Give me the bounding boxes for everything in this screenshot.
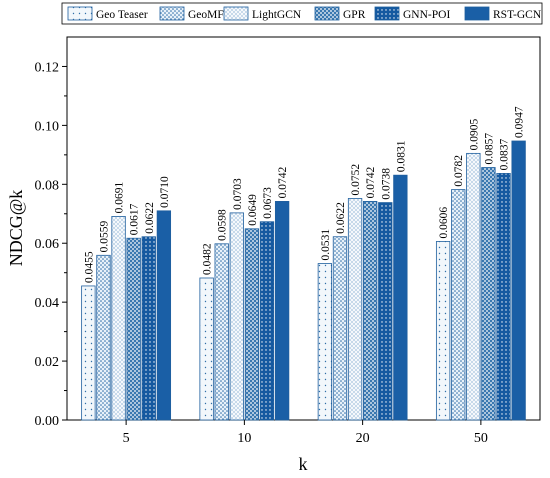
bar-value-label: 0.0691 [114,182,126,214]
bar-value-label: 0.0606 [438,207,450,239]
bar [259,221,275,421]
legend-label: GeoMF [188,9,224,21]
bar-value-label: 0.0531 [320,229,332,261]
bar-value-label: 0.0482 [202,243,214,275]
plot-frame [66,36,541,421]
bar [481,167,496,421]
y-tick-label: 0.02 [35,355,60,370]
bar [347,198,363,421]
legend-swatch [223,6,249,21]
x-axis: 5 10 20 50 [123,420,488,446]
bar [141,236,156,421]
legend: Geo Teaser GeoMF LightGCN GPR GNN-POI RST-GCN [61,2,543,25]
bar [435,241,451,421]
bar [317,263,333,421]
bar [451,189,466,421]
bar-value-label: 0.0742 [365,167,377,199]
legend-swatch [374,6,400,21]
y-tick-label: 0.12 [35,60,60,75]
y-tick-label: 0.10 [35,119,60,134]
bar-value-label: 0.0905 [468,118,480,150]
legend-label: LightGCN [252,9,302,21]
x-tick-label: 10 [237,431,251,446]
x-tick-label: 5 [123,431,130,446]
bars [81,140,526,421]
bar-value-label: 0.0782 [453,155,465,187]
bar-value-label: 0.0598 [217,209,229,241]
bar [466,152,481,421]
bar-value-label: 0.0710 [159,176,171,208]
legend-swatch [159,6,185,21]
y-tick-label: 0.06 [35,237,60,252]
bar [393,174,408,421]
legend-label: RST-GCN [493,9,542,21]
bar-value-label: 0.0673 [262,187,274,219]
bar-value-label: 0.0559 [98,220,110,252]
y-axis: 0.00 0.02 0.04 0.06 0.08 0.10 0.12 [35,60,67,429]
bar [363,200,378,421]
x-tick-label: 20 [356,431,370,446]
legend-label: GPR [343,9,366,21]
bar-value-label: 0.0622 [335,202,347,234]
legend-swatch [67,6,93,21]
legend-swatch [314,6,340,21]
bar-value-label: 0.0703 [232,178,244,210]
bar [244,228,260,421]
bar [126,237,141,421]
bar-value-label: 0.0947 [514,106,526,138]
y-tick-label: 0.08 [35,178,60,193]
bar [496,173,511,421]
bar [156,210,172,421]
bar-value-label: 0.0831 [395,140,407,172]
bar-value-label: 0.0738 [380,168,392,200]
bar-value-label: 0.0857 [483,133,495,165]
bar-value-label: 0.0742 [277,167,289,199]
y-axis-title: NDCG@k [6,190,26,267]
bar [378,202,393,421]
legend-swatch [464,6,490,21]
bar [214,243,229,421]
legend-label: Geo Teaser [96,9,148,21]
bar-value-label: 0.0455 [83,251,95,283]
bar-value-label: 0.0617 [129,203,141,235]
bar-value-label: 0.0622 [144,202,156,234]
bar-value-label: 0.0649 [247,194,259,226]
y-tick-label: 0.04 [35,296,60,311]
bar [511,140,526,421]
bar [111,216,126,421]
bar [96,254,111,421]
legend-label: GNN-POI [403,9,450,21]
bar [199,277,214,421]
y-tick-label: 0.00 [35,414,60,429]
bar [229,212,244,421]
bar [274,200,290,421]
bar [81,285,96,421]
x-tick-label: 50 [474,431,488,446]
bar-value-label: 0.0837 [499,139,511,171]
x-axis-title: k [299,454,308,474]
bar [332,236,348,421]
bar-value-label: 0.0752 [350,164,362,196]
